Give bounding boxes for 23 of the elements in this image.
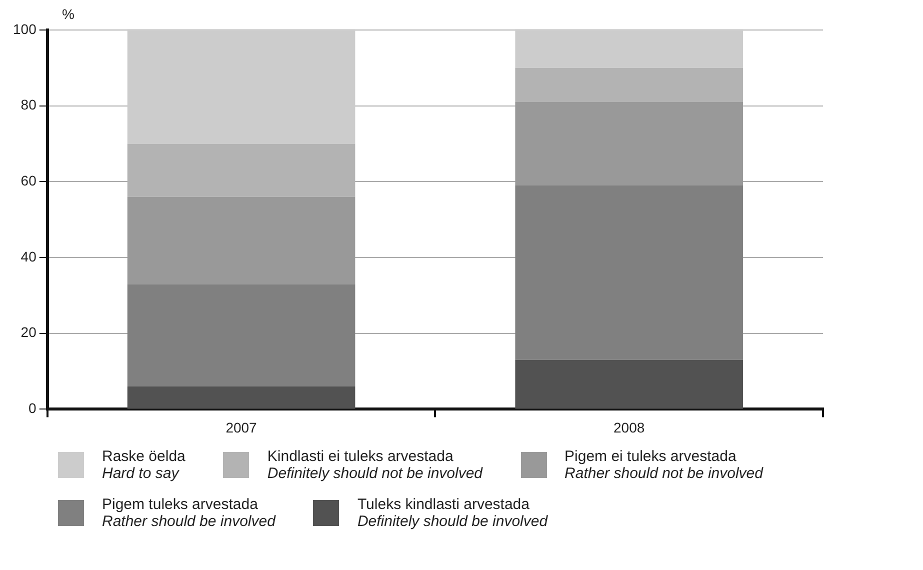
bar [515, 30, 743, 68]
y-tick-label: 0 [28, 400, 37, 416]
bar [127, 284, 356, 386]
x-tick-label: 2007 [226, 419, 258, 436]
y-tick-label: 80 [20, 96, 37, 113]
bar [515, 68, 743, 102]
legend-label: Kindlasti ei tuleks arvestada Definitely should not be involved [267, 448, 483, 482]
bar [127, 196, 356, 284]
bar [515, 102, 743, 186]
bar [127, 30, 356, 144]
x-tick-label: 2008 [614, 419, 645, 436]
legend-label: Tuleks kindlasti arvestada Definitely should be involved [357, 496, 548, 530]
legend-label: Pigem ei tuleks arvestada Rather should not be involved [564, 448, 763, 482]
y-tick-label: 60 [20, 172, 37, 189]
y-tick-label: 20 [20, 324, 37, 340]
y-axis-title: % [62, 6, 74, 22]
legend-label: Raske öelda Hard to say [102, 448, 186, 482]
bar [515, 185, 743, 360]
y-tick-label: 100 [13, 20, 37, 37]
y-tick-label: 40 [20, 248, 37, 264]
bar [515, 360, 743, 409]
legend-label: Pigem tuleks arvestada Rather should be involved [102, 496, 276, 530]
bar [127, 386, 356, 409]
